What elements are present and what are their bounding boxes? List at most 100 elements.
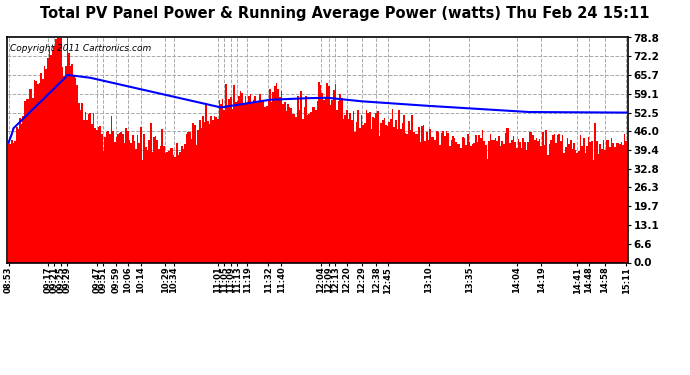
Bar xyxy=(354,132,356,262)
Bar xyxy=(366,110,367,262)
Bar xyxy=(141,160,144,262)
Bar xyxy=(121,132,122,262)
Bar xyxy=(604,150,606,262)
Bar xyxy=(428,140,429,262)
Bar xyxy=(454,138,455,262)
Bar xyxy=(29,89,30,262)
Bar xyxy=(132,135,134,262)
Bar xyxy=(273,92,274,262)
Bar xyxy=(266,105,268,262)
Bar xyxy=(442,131,444,262)
Bar xyxy=(115,136,117,262)
Bar xyxy=(37,84,39,262)
Bar xyxy=(161,129,163,262)
Bar xyxy=(618,143,619,262)
Bar xyxy=(276,83,277,262)
Bar xyxy=(215,117,217,262)
Bar xyxy=(88,114,90,262)
Bar xyxy=(48,50,50,262)
Bar xyxy=(101,134,103,262)
Bar xyxy=(103,151,104,262)
Bar xyxy=(43,66,46,262)
Bar xyxy=(462,137,464,262)
Bar xyxy=(361,115,362,262)
Bar xyxy=(447,133,449,262)
Bar xyxy=(588,137,589,262)
Bar xyxy=(84,112,86,262)
Bar xyxy=(21,124,22,262)
Bar xyxy=(91,124,92,262)
Bar xyxy=(326,82,328,262)
Bar xyxy=(137,135,139,262)
Bar xyxy=(449,146,451,262)
Bar xyxy=(426,132,428,262)
Bar xyxy=(155,136,157,262)
Bar xyxy=(251,102,253,262)
Bar xyxy=(289,107,290,262)
Bar xyxy=(250,94,251,262)
Bar xyxy=(388,122,390,262)
Bar xyxy=(279,97,281,262)
Bar xyxy=(527,142,529,262)
Bar xyxy=(614,147,615,262)
Bar xyxy=(189,132,190,262)
Bar xyxy=(95,128,96,262)
Bar xyxy=(349,113,351,262)
Bar xyxy=(261,102,263,262)
Bar xyxy=(307,115,308,262)
Bar xyxy=(178,156,179,262)
Bar xyxy=(418,127,420,262)
Bar xyxy=(65,66,66,262)
Bar xyxy=(482,130,483,262)
Bar xyxy=(403,114,405,262)
Bar xyxy=(130,144,132,262)
Bar xyxy=(128,140,130,262)
Bar xyxy=(480,138,482,262)
Bar xyxy=(300,92,302,262)
Bar xyxy=(35,81,37,262)
Bar xyxy=(258,101,259,262)
Bar xyxy=(186,134,188,262)
Bar xyxy=(243,103,245,262)
Bar xyxy=(24,101,26,262)
Bar xyxy=(92,113,95,262)
Bar xyxy=(96,130,97,262)
Bar xyxy=(299,110,300,262)
Bar xyxy=(385,125,387,262)
Bar xyxy=(104,137,106,262)
Bar xyxy=(431,136,433,262)
Bar xyxy=(202,116,204,262)
Bar xyxy=(46,69,47,262)
Bar xyxy=(488,141,490,262)
Bar xyxy=(81,103,83,262)
Bar xyxy=(392,109,393,262)
Bar xyxy=(152,152,153,262)
Bar xyxy=(194,125,196,262)
Bar xyxy=(529,132,531,262)
Bar xyxy=(602,140,604,262)
Bar xyxy=(526,150,527,262)
Bar xyxy=(79,110,81,262)
Bar xyxy=(47,58,48,262)
Bar xyxy=(331,100,333,262)
Bar xyxy=(607,141,609,262)
Bar xyxy=(281,91,282,262)
Bar xyxy=(514,142,516,262)
Bar xyxy=(382,120,384,262)
Bar xyxy=(83,120,84,262)
Bar xyxy=(367,113,369,262)
Bar xyxy=(408,121,410,262)
Bar xyxy=(406,134,408,262)
Bar xyxy=(22,116,24,262)
Bar xyxy=(199,120,201,262)
Bar xyxy=(415,134,416,262)
Bar xyxy=(397,129,398,262)
Bar xyxy=(274,86,276,262)
Bar xyxy=(625,141,627,262)
Bar xyxy=(374,118,375,262)
Bar xyxy=(277,89,279,262)
Bar xyxy=(134,141,135,262)
Bar xyxy=(159,146,161,262)
Bar xyxy=(420,142,421,262)
Bar xyxy=(469,142,470,262)
